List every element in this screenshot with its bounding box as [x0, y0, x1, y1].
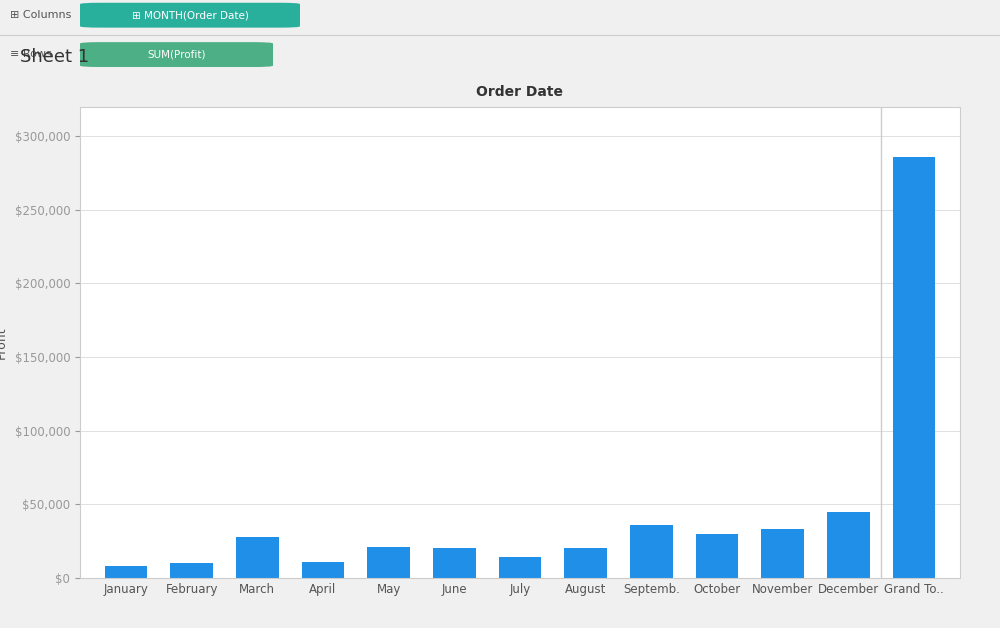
Bar — [696, 534, 738, 578]
Bar — [367, 547, 410, 578]
Bar — [564, 548, 607, 578]
Bar — [433, 548, 476, 578]
Bar — [499, 557, 541, 578]
Bar — [761, 529, 804, 578]
Text: ⊞ Columns: ⊞ Columns — [10, 10, 71, 20]
Bar — [302, 561, 344, 578]
FancyBboxPatch shape — [80, 42, 273, 67]
Text: Sheet 1: Sheet 1 — [20, 48, 89, 65]
Text: SUM(Profit): SUM(Profit) — [147, 50, 206, 60]
Bar — [105, 566, 147, 578]
Text: ⊞ MONTH(Order Date): ⊞ MONTH(Order Date) — [132, 10, 248, 20]
Bar — [827, 512, 870, 578]
FancyBboxPatch shape — [80, 3, 300, 28]
Bar — [170, 563, 213, 578]
Bar — [236, 536, 279, 578]
Bar — [893, 157, 935, 578]
Text: ≡ Rows: ≡ Rows — [10, 49, 52, 59]
Title: Order Date: Order Date — [477, 85, 564, 99]
Bar — [630, 525, 673, 578]
Y-axis label: Profit: Profit — [0, 326, 8, 359]
